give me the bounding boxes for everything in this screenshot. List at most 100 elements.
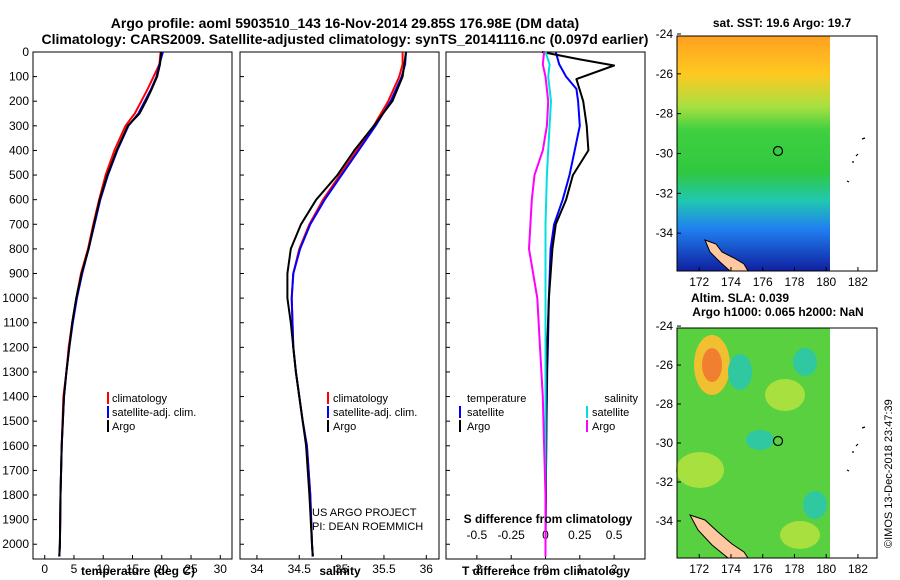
islands	[846, 426, 866, 472]
lon-tick-label: 180	[816, 275, 836, 289]
sla-lat-axis: -24 -26 -28 -30 -32 -34	[656, 319, 681, 528]
sla-map-title-2: Argo h1000: 0.065 h2000: NaN	[692, 305, 863, 319]
temperature-panel-frame	[32, 51, 233, 560]
salinity-x-axis: 34 34.5 35 35.5 36	[250, 555, 433, 576]
x-tick-label: -1	[506, 562, 517, 576]
x-tick-label: 20	[155, 562, 169, 576]
lat-tick-label: -28	[656, 397, 674, 411]
lat-tick-label: -34	[656, 226, 674, 240]
depth-tick-label: 1300	[2, 365, 29, 379]
lon-tick-label: 182	[848, 562, 868, 576]
salinity-panel-frame	[239, 51, 440, 560]
depth-tick-label: 300	[9, 119, 29, 133]
sla-anomaly-low	[803, 491, 827, 519]
x-tick-label: 35.5	[372, 562, 396, 576]
sla-map	[676, 327, 878, 559]
lon-tick-label: 174	[721, 562, 741, 576]
sla-anomaly-high	[765, 379, 805, 411]
lon-tick-label: 172	[689, 275, 709, 289]
salinity-axis-label: salinity	[319, 564, 361, 578]
x-tick-label: 0	[41, 562, 48, 576]
salinity-legend: climatology satellite-adj. clim. Argo US…	[312, 392, 423, 533]
x-tick-label: 35	[335, 562, 349, 576]
depth-tick-label: 0	[22, 45, 29, 59]
lat-tick-label: -24	[656, 27, 674, 41]
lat-tick-label: -30	[656, 147, 674, 161]
difference-temperature-argo-line	[541, 51, 616, 557]
depth-tick-label: 600	[9, 193, 29, 207]
sla-map-title-1: Altim. SLA: 0.039	[691, 291, 789, 305]
difference-x-axis: -2 -1 0 1 2-0.5 -0.25 0 0.25 0.5	[467, 528, 623, 576]
s-difference-axis-label: S difference from climatology	[464, 512, 633, 526]
sst-lat-axis: -24 -26 -28 -30 -32 -34	[656, 27, 681, 240]
depth-tick-label: 1800	[2, 488, 29, 502]
lon-tick-label: 174	[721, 275, 741, 289]
legend-label-climatology: climatology	[112, 393, 168, 405]
new-zealand-coast	[688, 514, 749, 559]
x-tick-label: 1	[576, 562, 583, 576]
lat-tick-label: -26	[656, 358, 674, 372]
lon-tick-label: 178	[784, 562, 804, 576]
sst-field	[677, 36, 830, 271]
x-tick-label: 5	[71, 562, 78, 576]
sst-map	[676, 35, 878, 272]
lat-tick-label: -24	[656, 319, 674, 333]
sst-land-mask	[830, 36, 877, 271]
x-tick-label: 0	[542, 562, 549, 576]
temperature-x-axis: 0 5 10 15 20 25 30	[41, 555, 227, 576]
sla-lon-axis: 172 174 176 178 180 182	[689, 554, 868, 576]
difference-temperature-satellite-line	[544, 51, 581, 557]
temperature-argo-line	[58, 51, 163, 557]
legend-label-s-satellite: satellite	[592, 407, 629, 419]
x-tick-label: 34.5	[288, 562, 312, 576]
temperature-axis-label: temperature (deg C)	[81, 564, 195, 578]
lat-tick-label: -28	[656, 107, 674, 121]
lon-tick-label: 180	[816, 562, 836, 576]
legend-label-t-satellite: satellite	[467, 407, 504, 419]
sla-anomaly-high-core	[702, 348, 722, 382]
watermark: ©IMOS 13-Dec-2018 23:47:39	[883, 399, 895, 548]
lon-tick-label: 176	[753, 562, 773, 576]
legend-label-satellite: satellite-adj. clim.	[112, 407, 196, 419]
x-tick-label: 36	[420, 562, 434, 576]
x-tick-label: 15	[126, 562, 140, 576]
s-tick-label: -0.5	[467, 528, 488, 542]
depth-tick-label: 100	[9, 70, 29, 84]
credit-pi: PI: DEAN ROEMMICH	[312, 521, 423, 533]
x-tick-label: 25	[184, 562, 198, 576]
float-position-marker	[772, 145, 784, 157]
legend-label-argo: Argo	[112, 421, 135, 433]
temperature-legend: climatology satellite-adj. clim. Argo	[107, 392, 196, 433]
title-line-1: Argo profile: aoml 5903510_143 16-Nov-20…	[111, 15, 579, 31]
lat-tick-label: -32	[656, 186, 674, 200]
depth-tick-label: 1100	[3, 316, 29, 330]
sla-anomaly-low	[793, 348, 817, 376]
sla-anomaly-high	[676, 452, 724, 488]
legend-label-argo: Argo	[333, 421, 356, 433]
islands	[846, 137, 866, 183]
s-tick-label: 0.25	[568, 528, 592, 542]
difference-legend: temperature satellite Argo salinity sate…	[459, 393, 638, 433]
difference-salinity-argo-line	[528, 51, 550, 557]
x-tick-label: 10	[97, 562, 111, 576]
sst-map-title: sat. SST: 19.6 Argo: 19.7	[713, 16, 852, 30]
lon-tick-label: 178	[784, 275, 804, 289]
profile-lines	[58, 51, 616, 557]
sla-anomaly-low	[746, 430, 774, 450]
depth-tick-label: 2000	[2, 537, 29, 551]
depth-tick-label: 1200	[2, 340, 29, 354]
legend-salinity-heading: salinity	[604, 393, 638, 405]
legend-temperature-heading: temperature	[467, 393, 526, 405]
depth-tick-label: 500	[9, 168, 29, 182]
depth-tick-label: 200	[9, 94, 29, 108]
depth-tick-label: 1500	[2, 414, 29, 428]
lat-tick-label: -26	[656, 67, 674, 81]
legend-label-t-argo: Argo	[467, 421, 490, 433]
salinity-argo-line	[286, 51, 407, 557]
depth-tick-label: 1700	[2, 463, 29, 477]
depth-tick-label: 700	[9, 217, 29, 231]
x-tick-label: 30	[214, 562, 228, 576]
depth-tick-label: 1000	[2, 291, 29, 305]
depth-axis: 0 100 200 300 400 500 600 700 800 900 1000 1100 1200…	[2, 45, 450, 551]
legend-label-climatology: climatology	[333, 393, 389, 405]
